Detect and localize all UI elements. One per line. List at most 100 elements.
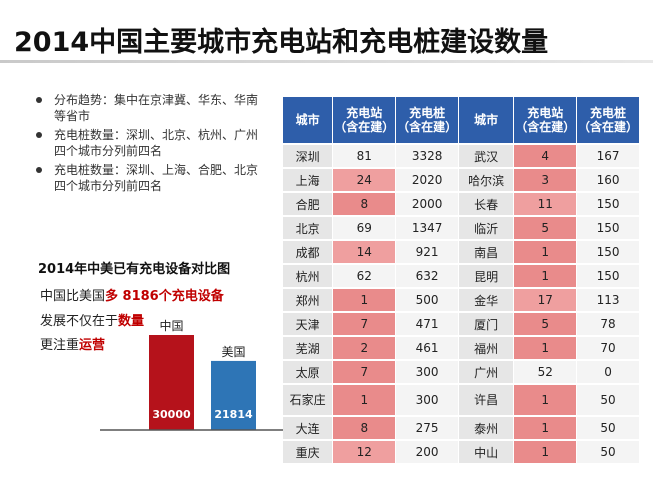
table-cell: 17: [513, 288, 578, 313]
table-row: 杭州 62 632 昆明 1 150: [283, 264, 640, 289]
table-cell: 大连: [283, 416, 334, 441]
table-body: 深圳 81 3328 武汉 4 167 上海 24 2020 哈尔滨 3 160 合肥 8 2000 长春 11…: [283, 144, 640, 465]
table-row: 重庆 12 200 中山 1 50: [283, 440, 640, 465]
table-cell: 167: [576, 144, 640, 169]
table-cell: 南昌: [458, 240, 515, 265]
page-title: 2014中国主要城市充电站和充电桩建设数量: [14, 27, 549, 58]
table-cell: 武汉: [458, 144, 515, 169]
bar-2: [211, 360, 256, 430]
table-cell: 275: [395, 416, 460, 441]
table-header-cell: 充电站 （含在建）: [332, 97, 397, 145]
table-cell: 石家庄: [283, 384, 334, 417]
table-cell: 7: [332, 360, 397, 385]
table-header-cell: 充电站 （含在建）: [513, 97, 578, 145]
table-cell: 50: [576, 416, 640, 441]
table-cell: 150: [576, 216, 640, 241]
table-row: 大连 8 275 泰州 1 50: [283, 416, 640, 441]
table-cell: 4: [513, 144, 578, 169]
table-cell: 1: [513, 336, 578, 361]
table-cell: 天津: [283, 312, 334, 337]
table-cell: 150: [576, 264, 640, 289]
bar-value-label: 21814: [214, 408, 253, 421]
table-cell: 3: [513, 168, 578, 193]
table-cell: 62: [332, 264, 397, 289]
table-cell: 2000: [395, 192, 460, 217]
table-cell: 70: [576, 336, 640, 361]
bar-1: [149, 335, 194, 430]
table-cell: 杭州: [283, 264, 334, 289]
table-cell: 1347: [395, 216, 460, 241]
table-cell: 厦门: [458, 312, 515, 337]
table-cell: 许昌: [458, 384, 515, 417]
table-cell: 1: [513, 416, 578, 441]
table-cell: 合肥: [283, 192, 334, 217]
table-cell: 金华: [458, 288, 515, 313]
table-cell: 哈尔滨: [458, 168, 515, 193]
line-2-text: 发展不仅在于: [40, 314, 119, 329]
line-2-highlight: 数量: [118, 314, 145, 329]
table-cell: 福州: [458, 336, 515, 361]
table-cell: 150: [576, 240, 640, 265]
table-row: 成都 14 921 南昌 1 150: [283, 240, 640, 265]
table-cell: 5: [513, 312, 578, 337]
table-cell: 1: [513, 384, 578, 417]
table-cell: 上海: [283, 168, 334, 193]
table-cell: 113: [576, 288, 640, 313]
table-cell: 52: [513, 360, 578, 385]
title-divider: [0, 60, 653, 63]
bullet-dot-icon: [36, 132, 42, 138]
table-cell: 北京: [283, 216, 334, 241]
table-cell: 芜湖: [283, 336, 334, 361]
line-1-text: 中国比美国: [40, 289, 106, 304]
table-cell: 150: [576, 192, 640, 217]
bullet-text: 充电桩数量：深圳、北京、杭州、广州四个城市分列前四名: [54, 128, 259, 158]
table-cell: 中山: [458, 440, 515, 465]
table-cell: 24: [332, 168, 397, 193]
table-cell: 5: [513, 216, 578, 241]
city-table-wrap: 城市 充电站 （含在建） 充电桩 （含在建） 城市 充电站 （含在建） 充电桩 （含在建） 深圳 8…: [283, 97, 640, 465]
table-row: 北京 69 1347 临沂 5 150: [283, 216, 640, 241]
table-row: 郑州 1 500 金华 17 113: [283, 288, 640, 313]
table-header-cell: 充电桩 （含在建）: [395, 97, 460, 145]
comparison-title: 2014年中美已有充电设备对比图: [38, 262, 231, 277]
bar-value-label: 30000: [152, 408, 191, 421]
table-cell: 2: [332, 336, 397, 361]
table-cell: 1: [332, 288, 397, 313]
table-row: 芜湖 2 461 福州 1 70: [283, 336, 640, 361]
table-cell: 重庆: [283, 440, 334, 465]
table-header-row: 城市 充电站 （含在建） 充电桩 （含在建） 城市 充电站 （含在建） 充电桩 （含在建）: [283, 97, 640, 145]
bullet-item: 分布趋势：集中在京津冀、华东、华南等省市: [34, 92, 259, 124]
line-3-text: 更注重: [40, 338, 80, 353]
bar-category-label: 美国: [221, 345, 245, 359]
table-cell: 14: [332, 240, 397, 265]
table-cell: 临沂: [458, 216, 515, 241]
line-3-highlight: 运营: [79, 338, 106, 353]
table-cell: 2020: [395, 168, 460, 193]
bullet-item: 充电桩数量：深圳、北京、杭州、广州四个城市分列前四名: [34, 127, 259, 159]
table-cell: 7: [332, 312, 397, 337]
table-cell: 50: [576, 440, 640, 465]
bullet-text: 分布趋势：集中在京津冀、华东、华南等省市: [54, 93, 259, 123]
line-1-highlight: 多 8186个充电设备: [105, 289, 224, 304]
table-cell: 3328: [395, 144, 460, 169]
table-cell: 81: [332, 144, 397, 169]
table-cell: 广州: [458, 360, 515, 385]
summary-bullets: 分布趋势：集中在京津冀、华东、华南等省市 充电桩数量：深圳、北京、杭州、广州四个…: [34, 92, 259, 197]
table-cell: 500: [395, 288, 460, 313]
table-cell: 921: [395, 240, 460, 265]
table-row: 深圳 81 3328 武汉 4 167: [283, 144, 640, 169]
table-cell: 300: [395, 384, 460, 417]
bullet-dot-icon: [36, 97, 42, 103]
comparison-line-3: 更注重运营: [40, 334, 105, 353]
table-cell: 78: [576, 312, 640, 337]
table-cell: 50: [576, 384, 640, 417]
table-cell: 长春: [458, 192, 515, 217]
table-cell: 1: [332, 384, 397, 417]
table-cell: 1: [513, 240, 578, 265]
table-cell: 12: [332, 440, 397, 465]
table-cell: 8: [332, 192, 397, 217]
table-row: 上海 24 2020 哈尔滨 3 160: [283, 168, 640, 193]
table-cell: 1: [513, 264, 578, 289]
table-header-cell: 充电桩 （含在建）: [576, 97, 640, 145]
table-cell: 632: [395, 264, 460, 289]
